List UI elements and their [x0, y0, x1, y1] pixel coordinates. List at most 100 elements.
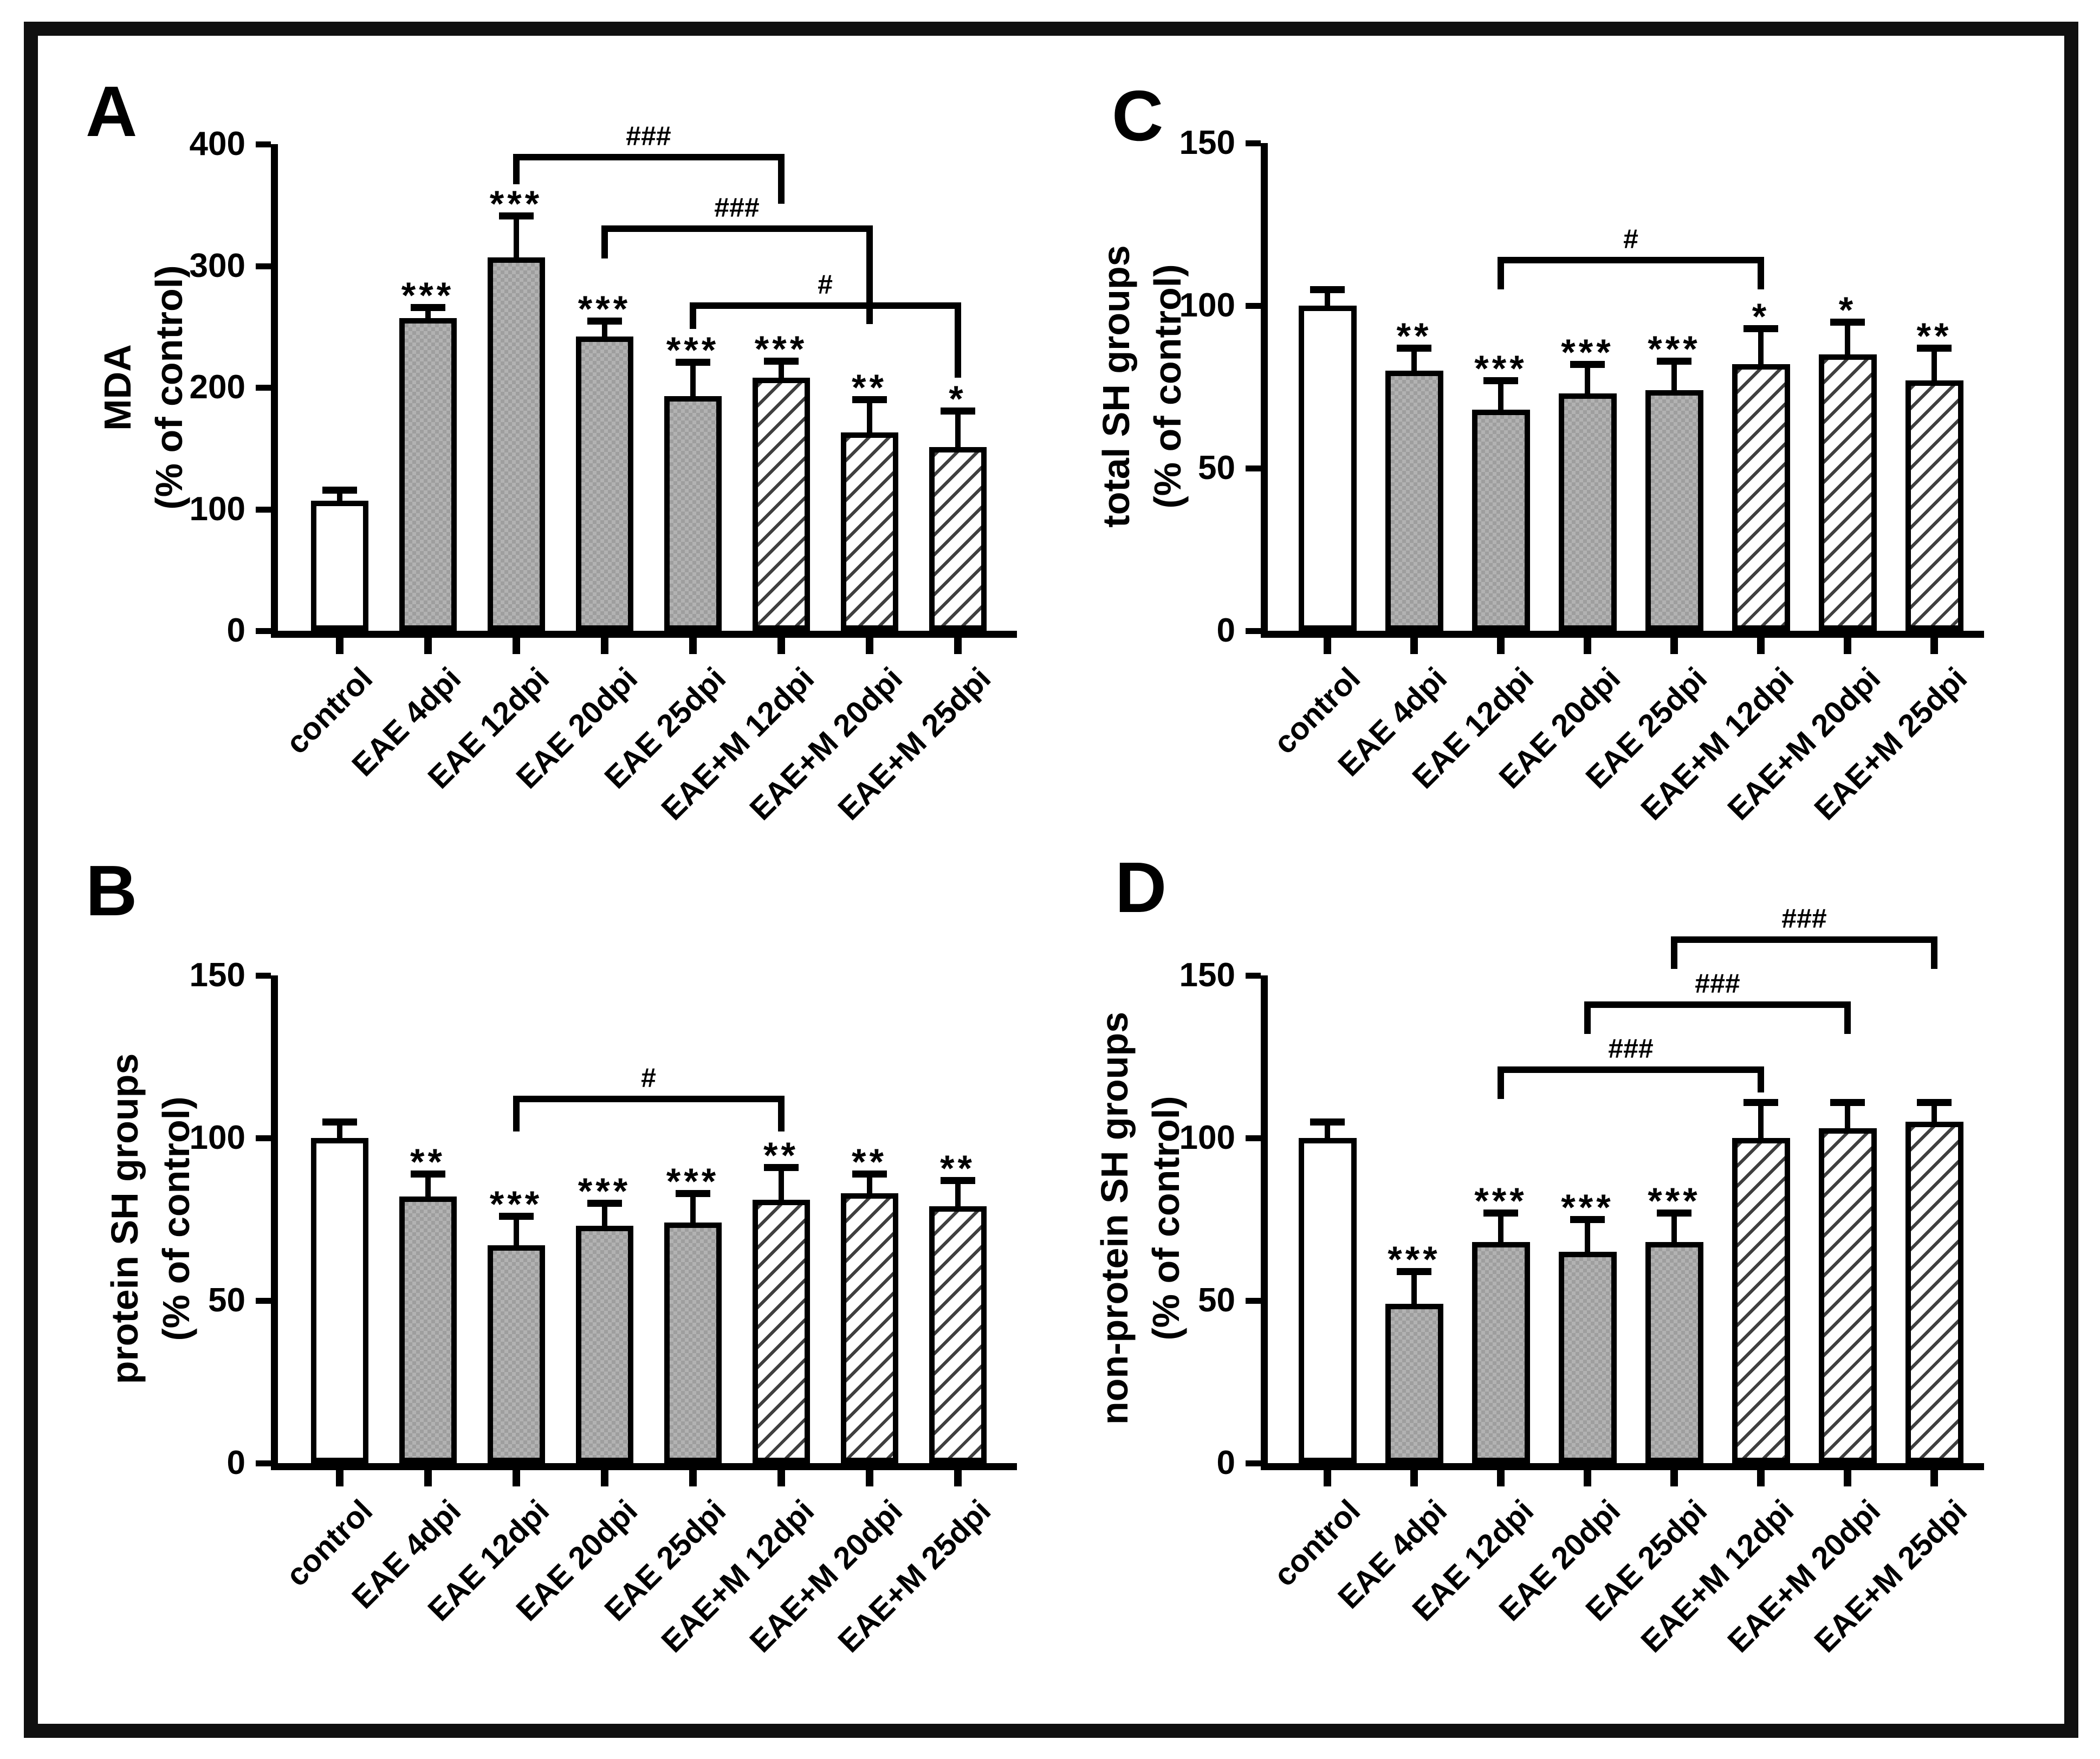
bracket-left-leg	[1671, 936, 1677, 969]
bar-eae-4dpi	[399, 318, 457, 631]
error-bar-cap	[1917, 345, 1952, 352]
x-tick	[1410, 1470, 1418, 1486]
bracket-bar	[1498, 1066, 1764, 1073]
y-tick	[1246, 303, 1261, 309]
bracket-right-leg	[1758, 257, 1764, 289]
error-bar-stem	[1845, 1102, 1850, 1128]
error-bar-cap	[675, 1190, 710, 1197]
error-bar-cap	[1917, 1099, 1952, 1106]
error-bar-stem	[1845, 322, 1850, 354]
error-bar-cap	[1310, 286, 1345, 293]
panel-letter-a: A	[86, 72, 138, 151]
y-tick	[256, 385, 271, 391]
error-bar-cap	[587, 317, 622, 325]
significance-label: ***	[754, 328, 808, 370]
y-tick	[1246, 628, 1261, 634]
bar-eae-20dpi	[575, 1226, 633, 1463]
significance-label: *	[1752, 296, 1770, 337]
error-bar-stem	[1411, 348, 1417, 371]
significance-label: ***	[1648, 328, 1701, 370]
x-tick	[777, 1470, 785, 1486]
bar-eae-12dpi	[487, 1245, 545, 1463]
y-tick-label: 300	[189, 247, 245, 284]
y-axis-label-line: protein SH groups	[103, 1053, 146, 1385]
error-bar-cap	[852, 1170, 887, 1178]
significance-label: ***	[401, 274, 455, 316]
bracket-left-leg	[513, 153, 520, 185]
x-tick	[689, 638, 697, 654]
y-tick	[256, 506, 271, 513]
x-axis	[271, 1463, 1017, 1470]
significance-label: ***	[489, 183, 543, 225]
bracket-left-leg	[513, 1096, 520, 1131]
error-bar-stem	[1671, 1213, 1677, 1242]
x-tick	[954, 1470, 962, 1486]
x-tick	[1497, 1470, 1505, 1486]
y-axis	[271, 144, 278, 638]
bar-control	[310, 500, 368, 631]
significance-label: **	[1396, 315, 1432, 357]
bracket-bar	[689, 302, 961, 309]
x-tick	[1497, 638, 1505, 654]
error-bar-stem	[866, 1174, 872, 1193]
bracket-bar	[513, 153, 785, 160]
x-tick	[1410, 638, 1418, 654]
y-tick	[256, 973, 271, 979]
significance-label: ***	[666, 1161, 720, 1202]
error-bar-cap	[1830, 319, 1865, 326]
y-tick-label: 100	[189, 490, 245, 528]
error-bar-stem	[1325, 289, 1330, 306]
bar-eaeplusm-12dpi	[752, 378, 810, 631]
bracket-right-leg	[866, 225, 873, 325]
x-axis	[271, 631, 1017, 638]
error-bar-cap	[1743, 325, 1778, 332]
bar-eaeplusm-25dpi	[1905, 380, 1963, 631]
y-tick	[256, 263, 271, 269]
bracket-label: #	[641, 1063, 656, 1093]
error-bar-cap	[940, 407, 975, 415]
y-tick	[1246, 1135, 1261, 1141]
bracket-label: ###	[626, 120, 671, 151]
error-bar-cap	[1830, 1099, 1865, 1106]
error-bar-stem	[513, 1216, 519, 1245]
error-bar-stem	[1325, 1122, 1330, 1138]
x-tick	[600, 1470, 608, 1486]
bar-eae-25dpi	[1645, 1242, 1703, 1463]
significance-label: ***	[578, 288, 631, 329]
bar-eaeplusm-25dpi	[929, 1206, 987, 1463]
significance-label: *	[949, 378, 967, 419]
y-tick-label: 100	[1179, 287, 1235, 324]
y-tick	[1246, 465, 1261, 471]
x-tick	[1584, 638, 1591, 654]
error-bar-stem	[778, 1167, 784, 1200]
significance-label: ***	[1561, 1187, 1614, 1228]
x-tick	[1844, 1470, 1851, 1486]
error-bar-stem	[425, 307, 431, 319]
bar-eae-4dpi	[399, 1197, 457, 1463]
bar-eaeplusm-20dpi	[1818, 354, 1877, 631]
y-tick-label: 0	[226, 612, 245, 649]
y-axis-label-line: (% of control)	[155, 1096, 197, 1341]
bracket-right-leg	[954, 302, 961, 378]
bracket-label: ###	[1608, 1033, 1654, 1064]
bracket-label: ###	[1781, 903, 1827, 934]
x-tick	[1324, 638, 1331, 654]
error-bar-stem	[425, 1174, 431, 1197]
error-bar-cap	[852, 396, 887, 404]
error-bar-cap	[410, 303, 445, 311]
bar-control	[1298, 306, 1357, 631]
error-bar-stem	[1585, 1219, 1590, 1252]
y-axis-label: non-protein SH groups (% of control)	[1089, 812, 1192, 1625]
bar-eaeplusm-12dpi	[1732, 364, 1790, 631]
x-tick	[1930, 1470, 1938, 1486]
y-axis	[271, 975, 278, 1470]
bracket-bar	[1498, 257, 1764, 263]
bracket-label: ###	[714, 192, 760, 223]
bracket-label: ###	[1695, 968, 1740, 999]
bracket-label: #	[818, 269, 833, 300]
error-bar-stem	[1932, 1102, 1937, 1122]
x-tick	[335, 1470, 343, 1486]
y-axis-label-line: (% of control)	[1146, 264, 1189, 509]
error-bar-stem	[690, 361, 696, 396]
